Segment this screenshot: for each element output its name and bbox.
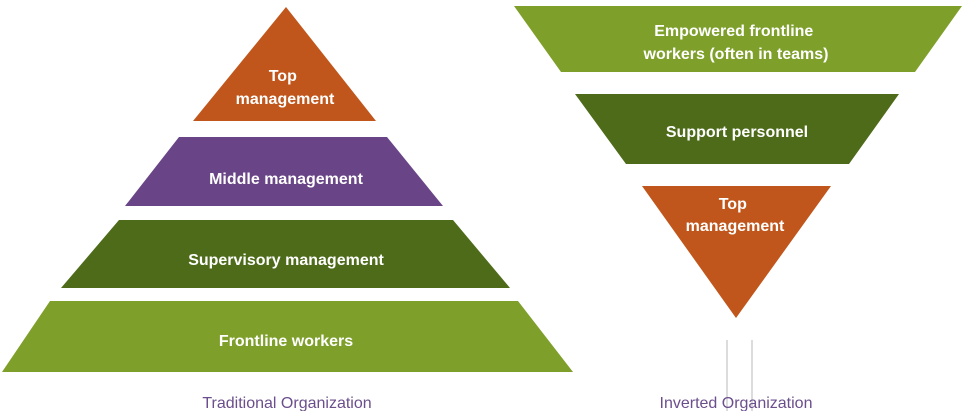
inverted-frontline-workers-line1: Empowered frontline bbox=[654, 23, 813, 40]
inverted-organization-caption: Inverted Organization bbox=[660, 395, 813, 411]
traditional-top-management-label: Top management bbox=[236, 68, 335, 108]
traditional-top-management-line1: Top bbox=[269, 68, 297, 85]
inverted-frontline-workers-shape bbox=[514, 6, 962, 72]
inverted-support-personnel-label: Support personnel bbox=[666, 124, 808, 141]
traditional-supervisory-management-label: Supervisory management bbox=[188, 252, 384, 269]
traditional-organization-caption: Traditional Organization bbox=[202, 395, 371, 411]
traditional-frontline-workers-label: Frontline workers bbox=[219, 333, 353, 350]
traditional-supervisory-management-shape bbox=[61, 220, 510, 288]
traditional-top-management-shape bbox=[193, 7, 376, 121]
inverted-top-management-line2: management bbox=[686, 218, 785, 235]
inverted-top-management-shape bbox=[642, 186, 831, 318]
inverted-pyramid: Empowered frontline workers (often in te… bbox=[514, 6, 962, 411]
inverted-frontline-workers-label: Empowered frontline workers (often in te… bbox=[643, 23, 829, 63]
traditional-middle-management-shape bbox=[125, 137, 443, 206]
traditional-pyramid: Top management Middle management Supervi… bbox=[2, 7, 573, 372]
inverted-support-personnel-shape bbox=[575, 94, 899, 164]
traditional-frontline-workers-shape bbox=[2, 301, 573, 372]
traditional-middle-management-label: Middle management bbox=[209, 171, 363, 188]
inverted-frontline-workers-line2: workers (often in teams) bbox=[643, 46, 829, 63]
traditional-top-management-line2: management bbox=[236, 91, 335, 108]
inverted-top-management-label: Top management bbox=[686, 196, 785, 235]
inverted-top-management-line1: Top bbox=[719, 196, 747, 213]
